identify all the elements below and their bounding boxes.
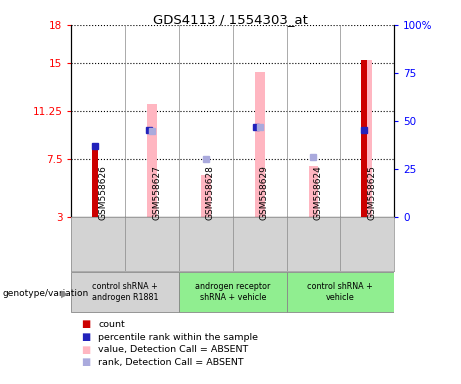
Text: androgen receptor
shRNA + vehicle: androgen receptor shRNA + vehicle — [195, 282, 271, 301]
Text: ■: ■ — [81, 345, 90, 355]
Bar — [201, 175, 211, 217]
Bar — [255, 72, 265, 217]
Bar — [309, 166, 318, 217]
Text: rank, Detection Call = ABSENT: rank, Detection Call = ABSENT — [98, 358, 244, 367]
Text: ■: ■ — [81, 358, 90, 367]
FancyBboxPatch shape — [71, 272, 179, 312]
Text: ▶: ▶ — [61, 289, 68, 299]
Bar — [92, 145, 98, 217]
FancyBboxPatch shape — [287, 272, 394, 312]
Bar — [362, 60, 372, 217]
Text: ■: ■ — [81, 332, 90, 342]
Text: value, Detection Call = ABSENT: value, Detection Call = ABSENT — [98, 345, 248, 354]
Text: control shRNA +
vehicle: control shRNA + vehicle — [307, 282, 373, 301]
Text: percentile rank within the sample: percentile rank within the sample — [98, 333, 258, 342]
Text: GSM558629: GSM558629 — [260, 165, 269, 220]
Text: ■: ■ — [81, 319, 90, 329]
Text: count: count — [98, 320, 125, 329]
Text: GSM558624: GSM558624 — [313, 165, 323, 220]
Text: control shRNA +
androgen R1881: control shRNA + androgen R1881 — [92, 282, 159, 301]
Text: genotype/variation: genotype/variation — [2, 289, 89, 298]
Text: GDS4113 / 1554303_at: GDS4113 / 1554303_at — [153, 13, 308, 26]
Bar — [361, 60, 367, 217]
Text: GSM558626: GSM558626 — [98, 165, 107, 220]
Text: GSM558627: GSM558627 — [152, 165, 161, 220]
FancyBboxPatch shape — [179, 272, 287, 312]
Text: GSM558628: GSM558628 — [206, 165, 215, 220]
Bar — [148, 104, 157, 217]
Text: GSM558625: GSM558625 — [367, 165, 376, 220]
